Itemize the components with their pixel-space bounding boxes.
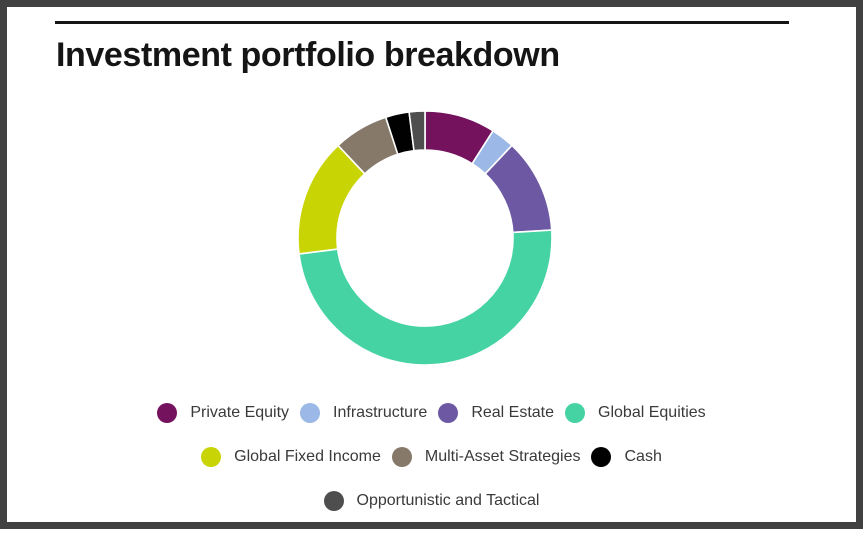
- legend-swatch-icon: [565, 403, 586, 423]
- legend-label: Global Fixed Income: [234, 448, 381, 465]
- legend-row: Private Equity Infrastructure Real Estate G…: [7, 401, 856, 425]
- donut-chart-svg: [297, 110, 553, 366]
- legend-label: Opportunistic and Tactical: [356, 492, 540, 509]
- chart-legend: Private Equity Infrastructure Real Estate G…: [7, 401, 856, 533]
- legend-label: Cash: [624, 448, 662, 465]
- legend-swatch-icon: [323, 491, 344, 511]
- legend-label: Multi-Asset Strategies: [424, 448, 581, 465]
- legend-label: Private Equity: [190, 404, 290, 421]
- page-title: Investment portfolio breakdown: [56, 36, 560, 74]
- legend-item-multi-asset-strategies[interactable]: Multi-Asset Strategies: [391, 445, 581, 469]
- donut-slice-global-equities[interactable]: [298, 229, 553, 366]
- legend-row: Opportunistic and Tactical: [7, 489, 856, 513]
- legend-item-global-equities[interactable]: Global Equities: [565, 401, 706, 425]
- legend-swatch-icon: [438, 403, 459, 423]
- legend-item-real-estate[interactable]: Real Estate: [438, 401, 554, 425]
- legend-label: Global Equities: [598, 404, 706, 421]
- donut-chart: [290, 103, 560, 373]
- legend-swatch-icon: [591, 447, 612, 467]
- legend-item-cash[interactable]: Cash: [591, 445, 662, 469]
- legend-label: Real Estate: [471, 404, 555, 421]
- legend-item-infrastructure[interactable]: Infrastructure: [300, 401, 427, 425]
- legend-swatch-icon: [157, 403, 178, 423]
- legend-swatch-icon: [300, 403, 321, 423]
- legend-item-opportunistic-and-tactical[interactable]: Opportunistic and Tactical: [323, 489, 540, 513]
- legend-item-global-fixed-income[interactable]: Global Fixed Income: [201, 445, 381, 469]
- title-rule: [55, 21, 789, 24]
- legend-label: Infrastructure: [333, 404, 428, 421]
- legend-swatch-icon: [201, 447, 222, 467]
- legend-row: Global Fixed Income Multi-Asset Strategie…: [7, 445, 856, 469]
- legend-swatch-icon: [391, 447, 412, 467]
- donut-slice-opportunistic-and-tactical[interactable]: [408, 110, 426, 152]
- legend-item-private-equity[interactable]: Private Equity: [157, 401, 289, 425]
